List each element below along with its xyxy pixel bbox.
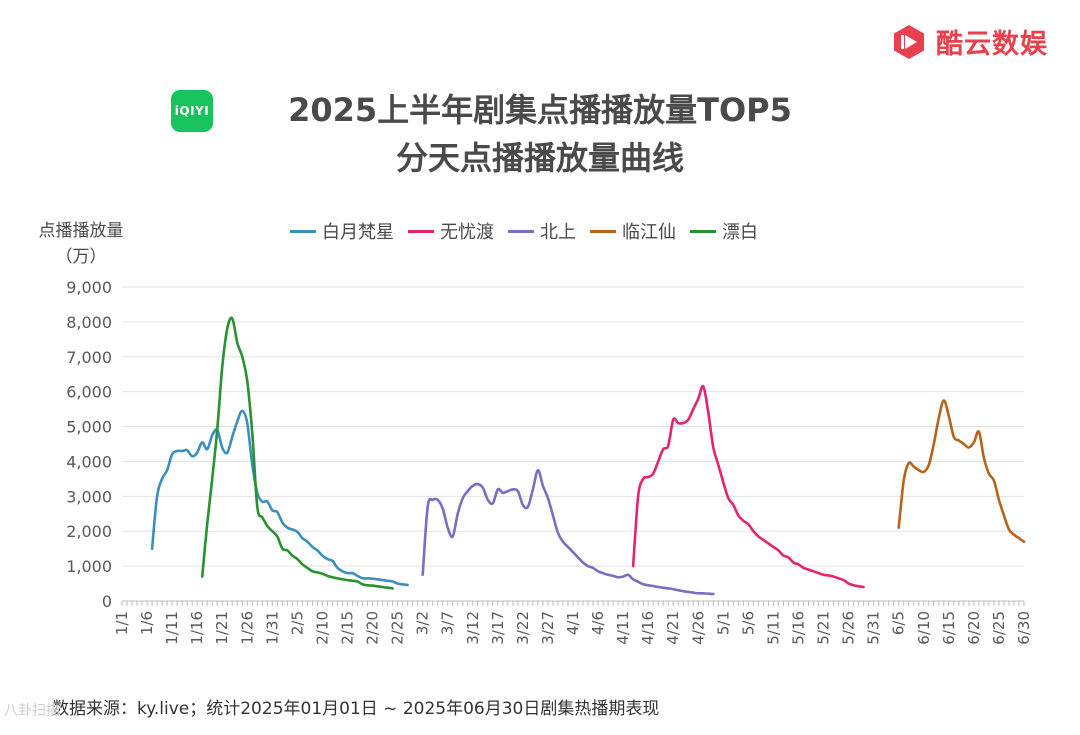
x-tick-label: 6/15 [940, 611, 958, 645]
y-axis-label: 点播播放量 （万） [22, 218, 140, 270]
x-tick-label: 6/30 [1015, 611, 1033, 645]
x-tick-label: 6/10 [915, 611, 933, 645]
legend-label: 北上 [540, 222, 576, 243]
x-tick-label: 3/7 [439, 611, 457, 635]
y-tick-label: 4,000 [66, 452, 112, 471]
y-tick-label: 0 [102, 592, 112, 611]
series-line-1 [631, 384, 865, 589]
y-tick-label: 3,000 [66, 487, 112, 506]
x-tick-label: 6/25 [990, 611, 1008, 645]
x-tick-label: 4/1 [564, 611, 582, 635]
legend-item-linjiangxian: 临江仙 [590, 218, 676, 244]
legend-item-beishang: 北上 [508, 218, 576, 244]
iqiyi-logo-text: iQIYI [174, 104, 210, 118]
x-tick-label: 1/16 [188, 611, 206, 645]
x-tick-label: 4/16 [639, 611, 657, 645]
y-tick-label: 5,000 [66, 418, 112, 437]
x-tick-label: 3/2 [414, 611, 432, 635]
series-line-4 [200, 316, 394, 590]
x-tick-label: 5/16 [790, 611, 808, 645]
y-axis-label-line2: （万） [55, 247, 107, 267]
x-tick-label: 5/26 [840, 611, 858, 645]
chart-legend: 白月梵星 无忧渡 北上 临江仙 漂白 [290, 218, 758, 244]
y-axis-label-line1: 点播播放量 [38, 221, 124, 241]
x-tick-label: 1/11 [163, 611, 181, 645]
chart-title-line1: 2025上半年剧集点播播放量TOP5 [288, 91, 792, 129]
watermark: 八卦扫描 [4, 703, 60, 719]
brand-play-icon [894, 24, 924, 59]
y-tick-label: 9,000 [66, 278, 112, 297]
x-tick-label: 5/31 [865, 611, 883, 645]
chart-title: 2025上半年剧集点播播放量TOP5 分天点播播放量曲线 [220, 86, 860, 182]
x-tick-label: 3/22 [514, 611, 532, 645]
x-tick-label: 1/21 [213, 611, 231, 645]
x-tick-label: 3/12 [464, 611, 482, 645]
x-tick-label: 2/20 [364, 611, 382, 645]
legend-label: 漂白 [722, 222, 758, 243]
legend-label: 无忧渡 [440, 222, 494, 243]
iqiyi-logo: iQIYI [171, 90, 213, 132]
series-line-3 [897, 399, 1026, 543]
legend-swatch [408, 229, 434, 233]
x-tick-label: 2/15 [339, 611, 357, 645]
x-tick-label: 2/5 [288, 611, 306, 635]
x-tick-label: 6/20 [965, 611, 983, 645]
legend-item-piaobai: 漂白 [690, 218, 758, 244]
y-tick-label: 1,000 [66, 557, 112, 576]
y-tick-label: 7,000 [66, 348, 112, 367]
legend-item-baiyuefanxing: 白月梵星 [290, 218, 394, 244]
legend-swatch [508, 229, 534, 233]
x-tick-label: 1/6 [138, 611, 156, 635]
data-source-note: 数据来源：ky.live；统计2025年01月01日 ~ 2025年06月30日… [52, 699, 660, 719]
legend-swatch [690, 229, 716, 233]
y-tick-label: 2,000 [66, 522, 112, 541]
legend-label: 临江仙 [622, 222, 676, 243]
y-tick-label: 6,000 [66, 383, 112, 402]
x-tick-label: 2/25 [389, 611, 407, 645]
legend-label: 白月梵星 [322, 222, 394, 243]
chart-title-line2: 分天点播播放量曲线 [395, 139, 684, 177]
x-tick-label: 6/5 [890, 611, 908, 635]
x-tick-label: 1/26 [238, 611, 256, 645]
series-line-0 [150, 409, 409, 587]
x-tick-label: 2/10 [313, 611, 331, 645]
brand-logo: 酷云数娱 [890, 22, 1048, 61]
x-tick-label: 4/6 [589, 611, 607, 635]
x-tick-label: 5/11 [764, 611, 782, 645]
y-tick-label: 8,000 [66, 313, 112, 332]
x-tick-label: 1/1 [113, 611, 131, 635]
legend-swatch [290, 229, 316, 233]
x-tick-label: 5/1 [714, 611, 732, 635]
series-line-2 [421, 468, 715, 596]
x-tick-label: 3/17 [489, 611, 507, 645]
legend-swatch [590, 229, 616, 233]
brand-name: 酷云数娱 [936, 29, 1048, 60]
x-tick-label: 3/27 [539, 611, 557, 645]
x-tick-label: 4/11 [614, 611, 632, 645]
x-tick-label: 5/21 [815, 611, 833, 645]
x-tick-label: 5/6 [739, 611, 757, 635]
x-tick-label: 4/26 [689, 611, 707, 645]
x-tick-label: 4/21 [664, 611, 682, 645]
x-tick-label: 1/31 [263, 611, 281, 645]
legend-item-wuyoudu: 无忧渡 [408, 218, 494, 244]
